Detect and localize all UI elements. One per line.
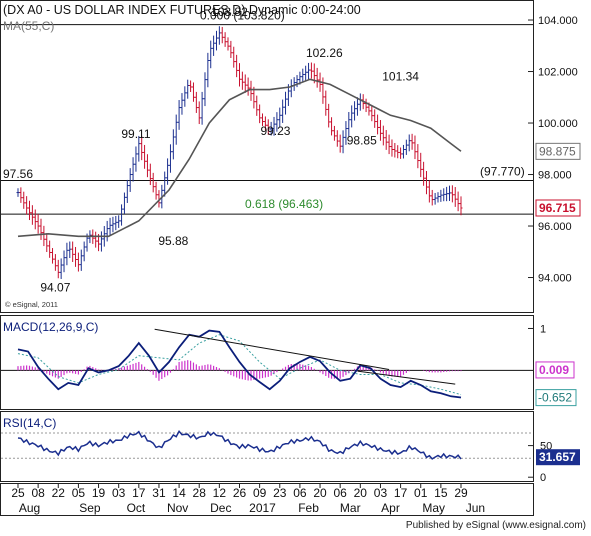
ma-value-badge xyxy=(535,142,581,160)
macd-value: -0.652 xyxy=(538,391,572,405)
macd-hist-value-badge xyxy=(535,361,575,379)
price-panel-frame xyxy=(0,0,534,313)
time-tick-label: 28 xyxy=(193,486,207,500)
month-label: Sep xyxy=(79,501,101,515)
time-tick-label: 22 xyxy=(52,486,66,500)
macd-line xyxy=(17,329,462,399)
month-label: May xyxy=(422,501,445,515)
rsi-value: 31.657 xyxy=(539,450,576,464)
macd-hist-value: 0.009 xyxy=(539,363,569,377)
time-tick-label: 29 xyxy=(454,486,468,500)
rsi-ytick-label: 0 xyxy=(540,472,546,484)
price-annotation: 95.88 xyxy=(158,234,188,248)
price-annotation: 103.82 xyxy=(211,5,248,19)
time-tick-label: 17 xyxy=(132,486,146,500)
price-panel-title: (DX A0 - US DOLLAR INDEX FUTURES,D) Dyna… xyxy=(3,3,361,17)
time-tick-label: 03 xyxy=(112,486,126,500)
time-tick-label: 19 xyxy=(92,486,106,500)
month-label: 2017 xyxy=(249,501,276,515)
month-label: Dec xyxy=(210,501,231,515)
level-label-97770: (97.770) xyxy=(480,164,525,178)
month-label: Mar xyxy=(340,501,361,515)
last-price-badge xyxy=(535,199,581,217)
time-tick-label: 01 xyxy=(414,486,428,500)
time-tick-label: 25 xyxy=(11,486,25,500)
time-tick-label: 14 xyxy=(172,486,186,500)
time-axis-frame xyxy=(0,483,534,516)
macd-legend: MACD(12,26,9,C) xyxy=(3,320,98,334)
level-label-top: 0.000 (103.820) xyxy=(200,9,285,23)
price-ytick-label: 94.000 xyxy=(538,273,572,285)
time-tick-label: 08 xyxy=(31,486,45,500)
month-label: Oct xyxy=(127,501,146,515)
ma-legend: MA(55,C) xyxy=(3,19,54,33)
time-tick-label: 23 xyxy=(273,486,287,500)
month-label: Jun xyxy=(466,501,485,515)
macd-signal-line xyxy=(17,334,462,396)
time-tick-label: 09 xyxy=(253,486,267,500)
price-annotation: 101.34 xyxy=(382,70,419,84)
month-label: Feb xyxy=(298,501,319,515)
macd-trendline-2 xyxy=(357,370,456,385)
time-tick-label: 17 xyxy=(394,486,408,500)
ma55-line xyxy=(17,78,462,238)
month-label: Aug xyxy=(19,501,40,515)
time-tick-label: 12 xyxy=(213,486,227,500)
time-tick-label: 06 xyxy=(293,486,307,500)
macd-trendline xyxy=(154,328,390,370)
time-tick-label: 03 xyxy=(374,486,388,500)
price-ytick-label: 100.000 xyxy=(538,118,578,130)
last-price-label: 96.715 xyxy=(539,201,576,215)
footer-credit: Published by eSignal (www.esignal.com) xyxy=(406,520,586,531)
time-tick-label: 05 xyxy=(72,486,86,500)
price-ytick-label: 102.000 xyxy=(538,67,578,79)
time-tick-label: 26 xyxy=(233,486,247,500)
time-tick-label: 06 xyxy=(334,486,348,500)
price-annotation: 102.26 xyxy=(306,46,343,60)
month-label: Apr xyxy=(381,501,400,515)
rsi-legend: RSI(14,C) xyxy=(3,416,56,430)
time-tick-label: 15 xyxy=(434,486,448,500)
month-label: Nov xyxy=(167,501,188,515)
time-tick-label: 20 xyxy=(313,486,327,500)
macd-ytick-label: 1 xyxy=(540,323,546,335)
chart-watermark: © eSignal, 2011 xyxy=(5,300,58,309)
price-annotation: 99.11 xyxy=(121,127,150,141)
rsi-value-badge xyxy=(536,449,580,466)
price-ytick-label: 96.000 xyxy=(538,221,572,233)
price-annotation: 99.23 xyxy=(260,124,290,138)
rsi-line xyxy=(17,429,462,460)
price-ytick-label: 98.000 xyxy=(538,170,572,182)
time-tick-label: 20 xyxy=(354,486,368,500)
level-label-fib: 0.618 (96.463) xyxy=(245,197,323,211)
time-tick-label: 31 xyxy=(152,486,166,500)
ma-value-label: 98.875 xyxy=(539,144,576,158)
price-annotation: 97.56 xyxy=(3,167,33,181)
price-ytick-label: 104.000 xyxy=(538,15,578,27)
price-annotation: 98.85 xyxy=(347,134,377,148)
rsi-panel-frame xyxy=(0,411,534,482)
price-annotation: 94.07 xyxy=(40,281,70,295)
macd-value-badge xyxy=(535,389,577,407)
